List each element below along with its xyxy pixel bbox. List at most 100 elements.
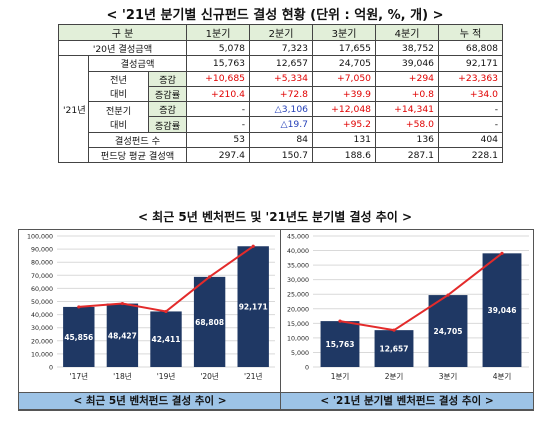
- cell: 15,763: [186, 55, 251, 72]
- cell: 150.7: [249, 147, 314, 164]
- trend-point: [392, 328, 396, 332]
- x-tick-label: '17년: [70, 371, 89, 381]
- chart-panel-5year: 0 10,000 20,000 30,000 40,000 50,000 60,000 70,…: [18, 229, 282, 411]
- chart-panel-quarterly: 0 5,000 10,000 15,000 20,000 25,000 30,000 35,0…: [280, 229, 534, 411]
- chart-quarterly-svg: 0 5,000 10,000 15,000 20,000 25,000 30,000 35,0…: [287, 234, 529, 381]
- data-label: 15,763: [326, 340, 355, 349]
- chart-5year-svg: 0 10,000 20,000 30,000 40,000 50,000 60,000 70,…: [27, 234, 275, 381]
- x-tick-label: '21년: [244, 371, 263, 381]
- x-tick-label: 4분기: [493, 372, 512, 381]
- cell: -: [438, 101, 504, 118]
- table-header-row: 구 분 1분기 2분기 3분기 4분기 누 적: [57, 24, 504, 41]
- cell: 188.6: [312, 147, 377, 164]
- y-tick-label: 30,000: [31, 325, 53, 332]
- yoy-label-line1: 전년: [110, 75, 127, 87]
- cell: +39.9: [312, 85, 377, 103]
- cell: 84: [249, 131, 314, 149]
- cell: △3,106: [249, 101, 314, 118]
- cell: 297.4: [186, 147, 251, 164]
- data-label: 39,046: [488, 306, 517, 315]
- data-label: 12,657: [380, 345, 409, 354]
- cell: +34.0: [438, 85, 504, 103]
- table-title: < '21년 분기별 신규펀드 결성 현황 (단위 : 억원, %, 개) >: [106, 8, 444, 23]
- trend-point: [446, 293, 450, 297]
- bar: [320, 321, 360, 367]
- bar: [482, 253, 522, 367]
- data-label: 48,427: [108, 331, 137, 340]
- y-tick-label: 90,000: [31, 247, 53, 254]
- cell: +58.0: [375, 116, 440, 133]
- bar: [150, 311, 182, 367]
- qoq-label-line2: 대비: [110, 119, 127, 131]
- y-tick-label: 10,000: [287, 335, 309, 342]
- cell: 53: [186, 131, 251, 149]
- cell: -: [438, 116, 504, 133]
- data-label: 42,411: [152, 335, 181, 344]
- y-tick-label: 60,000: [31, 286, 53, 293]
- cell: +5,334: [249, 70, 314, 87]
- x-tick-label: 1분기: [331, 372, 350, 381]
- y-tick-label: 10,000: [31, 351, 53, 358]
- cell: 39,046: [375, 55, 440, 72]
- data-label: 24,705: [434, 327, 463, 336]
- y-tick-label: 45,000: [287, 234, 309, 241]
- cell: △19.7: [249, 116, 314, 133]
- table-row-yoy-change: 전년 대비 증감 +10,685 +5,334 +7,050 +294 +23,3…: [59, 70, 504, 103]
- header-q3: 3분기: [312, 24, 377, 41]
- cell: 24,705: [312, 55, 377, 72]
- y-tick-label: 20,000: [31, 338, 53, 345]
- y-tick-label: 50,000: [31, 299, 53, 306]
- charts-title: < 최근 5년 벤처펀드 및 '21년도 분기별 결성 추이 >: [137, 210, 413, 224]
- cell: 287.1: [375, 147, 440, 164]
- header-category: 구 분: [57, 24, 188, 41]
- y-tick-label: 40,000: [287, 248, 309, 255]
- trend-point: [77, 305, 81, 309]
- y-tick-label: 25,000: [287, 292, 309, 299]
- cell: 228.1: [438, 147, 504, 164]
- header-total: 누 적: [438, 24, 504, 41]
- trend-point: [338, 319, 342, 323]
- cell: +12,048: [312, 101, 377, 118]
- bar: [428, 295, 468, 367]
- cell: -: [186, 101, 251, 118]
- y-tick-label: 35,000: [287, 263, 309, 270]
- x-tick-label: 2분기: [385, 372, 404, 381]
- table-row-avg-amount: 펀드당 평균 결성액 297.4 150.7 188.6 287.1 228.1: [59, 147, 504, 164]
- trend-point: [120, 301, 124, 306]
- y-tick-label: 20,000: [287, 306, 309, 313]
- trend-line: [339, 252, 503, 332]
- data-label: 45,856: [64, 333, 93, 342]
- qoq-label-line1: 전분기: [105, 105, 132, 117]
- cell: 38,752: [375, 39, 440, 57]
- x-tick-label: '19년: [157, 371, 176, 381]
- cell: -: [186, 116, 251, 133]
- row-label-amount: 결성금액: [87, 55, 188, 72]
- y-tick-label: 15,000: [287, 321, 309, 328]
- y-tick-label: 40,000: [31, 312, 53, 319]
- table-row-2020-amount: '20년 결성금액 5,078 7,323 17,655 38,752 68,8…: [57, 39, 504, 57]
- cell: +7,050: [312, 70, 377, 87]
- cell: 68,808: [438, 39, 504, 57]
- header-q1: 1분기: [186, 24, 251, 41]
- cell: 17,655: [312, 39, 377, 57]
- row-label-fund-count: 결성펀드 수: [87, 131, 188, 149]
- y-tick-label: 70,000: [31, 273, 53, 280]
- row-label-qoq-change: 증감: [147, 101, 188, 118]
- bar: [63, 306, 95, 367]
- bar: [374, 330, 414, 367]
- row-label-yoy-change: 증감: [147, 70, 188, 87]
- trend-point: [251, 244, 255, 248]
- y-tick-label: 100,000: [27, 234, 53, 241]
- data-label: 92,171: [239, 303, 268, 312]
- row-label-2020-amount: '20년 결성금액: [57, 39, 188, 57]
- y-tick-label: 80,000: [31, 260, 53, 267]
- chart-caption-5year: < 최근 5년 벤처펀드 결성 추이 >: [18, 392, 282, 410]
- row-label-yoy: 전년 대비: [88, 70, 149, 103]
- cell: +23,363: [438, 70, 504, 87]
- cell: 92,171: [438, 55, 504, 72]
- cell: 136: [375, 131, 440, 149]
- y-tick-label: 5,000: [291, 350, 309, 357]
- header-q4: 4분기: [375, 24, 440, 41]
- cell: +210.4: [186, 85, 251, 103]
